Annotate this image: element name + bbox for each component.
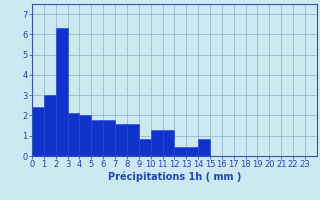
- Bar: [91, 120, 103, 156]
- Bar: [56, 28, 68, 156]
- Bar: [151, 130, 163, 156]
- Bar: [174, 147, 186, 156]
- Bar: [32, 107, 44, 156]
- Bar: [198, 139, 210, 156]
- Bar: [44, 95, 56, 156]
- Bar: [79, 115, 91, 156]
- Bar: [68, 113, 79, 156]
- Bar: [139, 139, 151, 156]
- X-axis label: Précipitations 1h ( mm ): Précipitations 1h ( mm ): [108, 172, 241, 182]
- Bar: [163, 130, 174, 156]
- Bar: [186, 147, 198, 156]
- Bar: [127, 124, 139, 156]
- Bar: [103, 120, 115, 156]
- Bar: [115, 124, 127, 156]
